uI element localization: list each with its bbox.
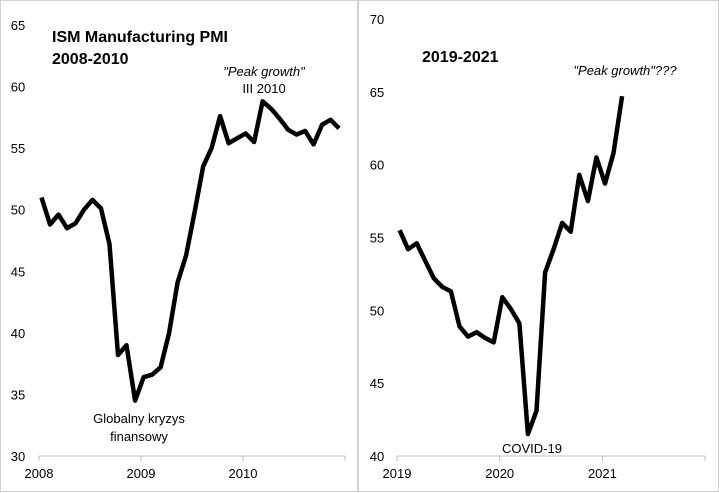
y-tick-label: 65 (11, 18, 25, 33)
y-tick-label: 35 (11, 387, 25, 402)
x-tick-label: 2009 (127, 466, 156, 481)
left-panel-border (0, 0, 358, 492)
chart-subtitle: 2008-2010 (52, 51, 129, 68)
y-tick-label: 50 (11, 203, 25, 218)
chart-2008-2010: 30 35 40 45 50 55 60 65 2008 2009 2010 ISM Manufa… (11, 18, 346, 481)
x-tick-label: 2008 (25, 466, 54, 481)
chart-2019-2021: 40 45 50 55 60 65 70 2019 2020 2021 2019-2021 "P… (370, 12, 706, 481)
y-tick-label: 55 (11, 141, 25, 156)
y-tick-label: 50 (370, 303, 384, 318)
x-tick-label: 2020 (485, 466, 514, 481)
y-tick-label: 45 (370, 376, 384, 391)
y-tick-label: 40 (11, 326, 25, 341)
y-tick-label: 60 (370, 158, 384, 173)
y-tick-label: 70 (370, 12, 384, 27)
y-tick-label: 65 (370, 85, 384, 100)
chart-subtitle: 2019-2021 (422, 49, 499, 66)
y-tick-label: 40 (370, 449, 384, 464)
y-tick-label: 55 (370, 231, 384, 246)
x-tick-label: 2010 (229, 466, 258, 481)
crisis-annotation: Globalny kryzys (93, 411, 185, 426)
chart-title: ISM Manufacturing PMI (52, 29, 228, 46)
peak-annotation: "Peak growth"??? (573, 63, 677, 78)
covid-annotation: COVID-19 (502, 441, 562, 456)
peak-annotation: "Peak growth" (223, 64, 306, 79)
pmi-series-line (397, 95, 625, 437)
crisis-annotation-line2: finansowy (110, 429, 168, 444)
y-tick-label: 45 (11, 264, 25, 279)
y-tick-label: 30 (11, 449, 25, 464)
pmi-series-line (39, 99, 341, 403)
x-tick-label: 2021 (588, 466, 617, 481)
y-tick-label: 60 (11, 80, 25, 95)
x-tick-label: 2019 (383, 466, 412, 481)
peak-date-annotation: III 2010 (242, 81, 285, 96)
